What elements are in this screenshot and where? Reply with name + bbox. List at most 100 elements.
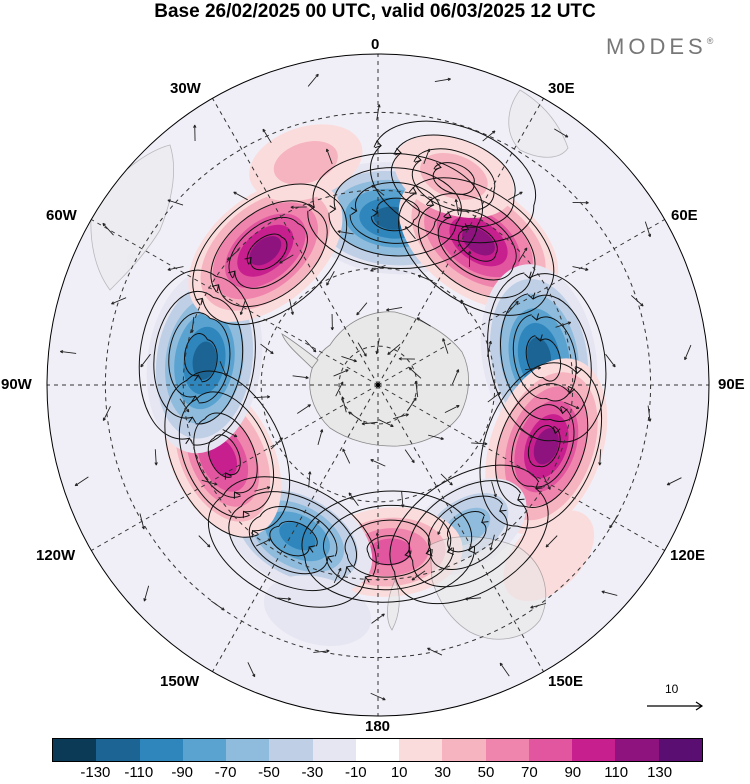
streamline bbox=[398, 177, 555, 316]
streamline-arrowhead bbox=[329, 205, 337, 214]
colorbar-tick-label: 70 bbox=[521, 764, 538, 781]
streamline-arrowhead bbox=[567, 387, 576, 395]
streamline bbox=[138, 269, 256, 446]
wind-arrow bbox=[274, 597, 292, 601]
streamline-arrowhead bbox=[327, 555, 335, 563]
anomaly-center bbox=[249, 124, 363, 202]
meridian-line bbox=[377, 98, 544, 386]
anomaly-center bbox=[394, 134, 514, 218]
wind-arrow bbox=[401, 491, 405, 508]
streamline-arrowhead bbox=[527, 292, 536, 300]
wind-arrow bbox=[370, 459, 386, 467]
wind-arrow bbox=[313, 649, 330, 653]
colorbar-tick-label: -130 bbox=[80, 764, 111, 781]
wind-arrow bbox=[644, 221, 652, 238]
latitude-circle bbox=[338, 345, 418, 425]
streamline-arrowhead bbox=[444, 211, 452, 219]
wind-arrow bbox=[326, 271, 335, 286]
wind-arrow bbox=[102, 222, 114, 236]
streamline bbox=[207, 434, 241, 478]
wind-arrow bbox=[292, 375, 309, 380]
wind-arrow bbox=[361, 421, 378, 426]
wind-arrow bbox=[442, 338, 449, 354]
streamline-arrowhead bbox=[194, 374, 203, 381]
lon-label-90e: 90E bbox=[718, 376, 745, 393]
wind-arrow bbox=[370, 264, 386, 272]
colorbar-tick-label: 50 bbox=[477, 764, 495, 781]
logo-text: MODES bbox=[606, 34, 707, 59]
streamline bbox=[192, 183, 348, 326]
wind-arrow bbox=[416, 317, 431, 327]
wind-arrow bbox=[601, 590, 618, 596]
wind-arrow bbox=[519, 428, 534, 439]
anomaly-contour bbox=[533, 428, 559, 465]
lon-label-30e: 30E bbox=[548, 80, 575, 97]
wind-arrow bbox=[256, 538, 272, 547]
wind-arrow bbox=[357, 342, 367, 357]
colorbar-tick-labels: -130 -110 -90 -70 -50 -30 -10 10 30 50 70 90 110 130 bbox=[0, 764, 750, 784]
streamline-arrowhead bbox=[345, 565, 354, 573]
colorbar-swatch bbox=[139, 739, 183, 761]
wind-arrow bbox=[356, 302, 368, 316]
colorbar-swatch bbox=[53, 739, 97, 761]
wind-arrow bbox=[179, 398, 190, 413]
lon-label-120w: 120W bbox=[36, 547, 76, 564]
streamline bbox=[228, 216, 308, 289]
wind-arrow bbox=[279, 254, 294, 264]
wind-arrow bbox=[342, 448, 351, 464]
wind-arrow bbox=[247, 662, 256, 678]
colorbar-swatch bbox=[399, 739, 443, 761]
wind-arrow bbox=[289, 298, 294, 315]
south-pole-marker bbox=[375, 382, 381, 388]
wind-arrow bbox=[348, 492, 359, 507]
meridian-line bbox=[91, 384, 379, 551]
streamline bbox=[479, 362, 603, 529]
streamline-arrowhead bbox=[531, 313, 540, 321]
streamline bbox=[246, 233, 288, 271]
colorbar-tick-label: 90 bbox=[564, 764, 582, 781]
lon-label-120e: 120E bbox=[670, 547, 706, 564]
wind-arrow bbox=[545, 535, 558, 548]
colorbar-swatch bbox=[182, 739, 227, 761]
colorbar-tick-label: 130 bbox=[647, 764, 673, 781]
wind-arrow bbox=[434, 77, 451, 83]
wind-arrow bbox=[74, 476, 89, 487]
wind-arrow bbox=[254, 486, 271, 492]
wind-arrow bbox=[317, 429, 324, 445]
meridian-line bbox=[377, 219, 665, 386]
lon-label-150w: 150W bbox=[160, 673, 200, 690]
wind-arrow bbox=[404, 449, 415, 464]
streamline-arrowhead bbox=[574, 367, 583, 375]
streamline bbox=[511, 404, 575, 488]
anomaly-center bbox=[263, 575, 372, 646]
wind-arrow bbox=[444, 405, 460, 414]
streamline-arrowhead bbox=[308, 545, 316, 553]
wind-arrow bbox=[454, 198, 459, 216]
colorbar-swatch bbox=[528, 739, 573, 761]
africa-land bbox=[508, 89, 569, 158]
colorbar-tick-label: -70 bbox=[214, 764, 237, 781]
streamline-arrowhead bbox=[434, 162, 442, 170]
colorbar-swatch bbox=[269, 739, 313, 761]
streamline-arrowhead bbox=[552, 427, 561, 435]
streamline-arrowhead bbox=[251, 529, 259, 538]
reference-vector-arrow bbox=[647, 701, 704, 711]
anomaly-contour bbox=[273, 141, 338, 185]
colorbar-swatch bbox=[96, 739, 140, 761]
wind-arrow bbox=[335, 381, 344, 397]
streamline bbox=[228, 491, 358, 592]
wind-arrow bbox=[398, 357, 415, 361]
streamline bbox=[390, 134, 516, 228]
wind-arrow bbox=[333, 369, 349, 377]
colorbar-swatch bbox=[312, 739, 356, 761]
wind-arrow bbox=[304, 339, 317, 353]
streamline-arrowhead bbox=[242, 510, 250, 519]
latitude-circle bbox=[260, 267, 496, 503]
streamline-arrowhead bbox=[191, 395, 200, 403]
wind-streamlines bbox=[60, 73, 692, 701]
wind-arrow bbox=[598, 449, 602, 466]
wind-arrow bbox=[325, 148, 333, 165]
anomaly-contour bbox=[263, 575, 372, 646]
wind-arrow bbox=[666, 477, 682, 486]
streamline bbox=[432, 162, 475, 195]
